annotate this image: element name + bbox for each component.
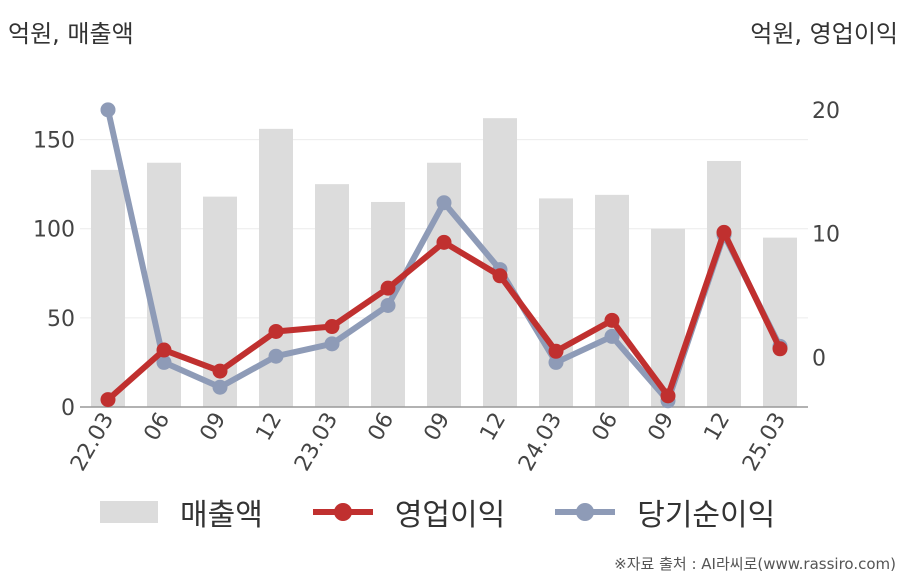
left-axis-unit-label: 억원, 매출액: [8, 20, 134, 48]
operating-profit-point: [492, 268, 508, 284]
legend-swatch-net-income: [555, 501, 616, 523]
net-income-point: [100, 102, 116, 118]
right-tick-label: 0: [812, 346, 826, 371]
net-income-point: [156, 354, 172, 370]
revenue-bar: [539, 198, 573, 407]
net-income-point: [604, 328, 620, 344]
net-income-point: [436, 195, 452, 211]
operating-profit-point: [156, 342, 172, 358]
x-tick-label: 06: [140, 409, 176, 446]
chart-legend: 매출액 영업이익 당기순이익: [100, 490, 825, 534]
operating-profit-point: [212, 363, 228, 379]
legend-swatch-revenue: [100, 501, 158, 523]
source-note: ※자료 출처 : AI라씨로(www.rassiro.com): [614, 555, 896, 573]
legend-label-operating-profit: 영업이익: [394, 498, 506, 533]
net-income-point: [380, 297, 396, 313]
x-tick-label: 25.03: [738, 409, 791, 476]
x-tick-label: 06: [588, 409, 624, 446]
operating-profit-point: [100, 392, 116, 408]
left-tick-label: 50: [47, 307, 75, 332]
operating-profit-point: [380, 280, 396, 296]
x-tick-label: 24.03: [514, 409, 567, 476]
operating-profit-point: [436, 234, 452, 250]
x-tick-label: 09: [420, 409, 456, 446]
legend-item-operating-profit: 영업이익: [312, 490, 506, 534]
operating-profit-point: [324, 319, 340, 335]
right-tick-label: 20: [812, 99, 840, 124]
x-tick-label: 06: [364, 409, 400, 446]
net-income-point: [268, 348, 284, 364]
legend-label-revenue: 매출액: [180, 498, 263, 533]
x-tick-label: 09: [644, 409, 680, 446]
x-tick-label: 12: [700, 409, 736, 446]
revenue-bar: [707, 160, 741, 407]
left-tick-label: 0: [61, 396, 75, 421]
x-tick-label: 12: [476, 409, 512, 446]
net-income-point: [548, 354, 564, 370]
operating-profit-point: [660, 388, 676, 404]
operating-profit-point: [548, 343, 564, 359]
x-tick-label: 09: [196, 409, 232, 446]
net-income-point: [324, 336, 340, 352]
right-axis-unit-label: 억원, 영업이익: [750, 20, 898, 48]
left-tick-label: 150: [33, 129, 75, 154]
left-tick-label: 100: [33, 218, 75, 243]
operating-profit-point: [268, 323, 284, 339]
revenue-bar: [595, 194, 629, 407]
x-tick-label: 23.03: [290, 409, 343, 476]
legend-swatch-operating-profit: [312, 501, 373, 523]
revenue-bar: [91, 169, 125, 407]
x-tick-label: 12: [252, 409, 288, 446]
operating-profit-point: [716, 224, 732, 240]
legend-item-net-income: 당기순이익: [555, 490, 775, 534]
right-tick-label: 10: [812, 223, 840, 248]
legend-label-net-income: 당기순이익: [637, 498, 776, 533]
revenue-bar: [315, 184, 349, 407]
operating-profit-point: [604, 312, 620, 328]
net-income-point: [212, 379, 228, 395]
legend-item-revenue: 매출액: [100, 490, 263, 534]
operating-profit-point: [772, 341, 788, 357]
